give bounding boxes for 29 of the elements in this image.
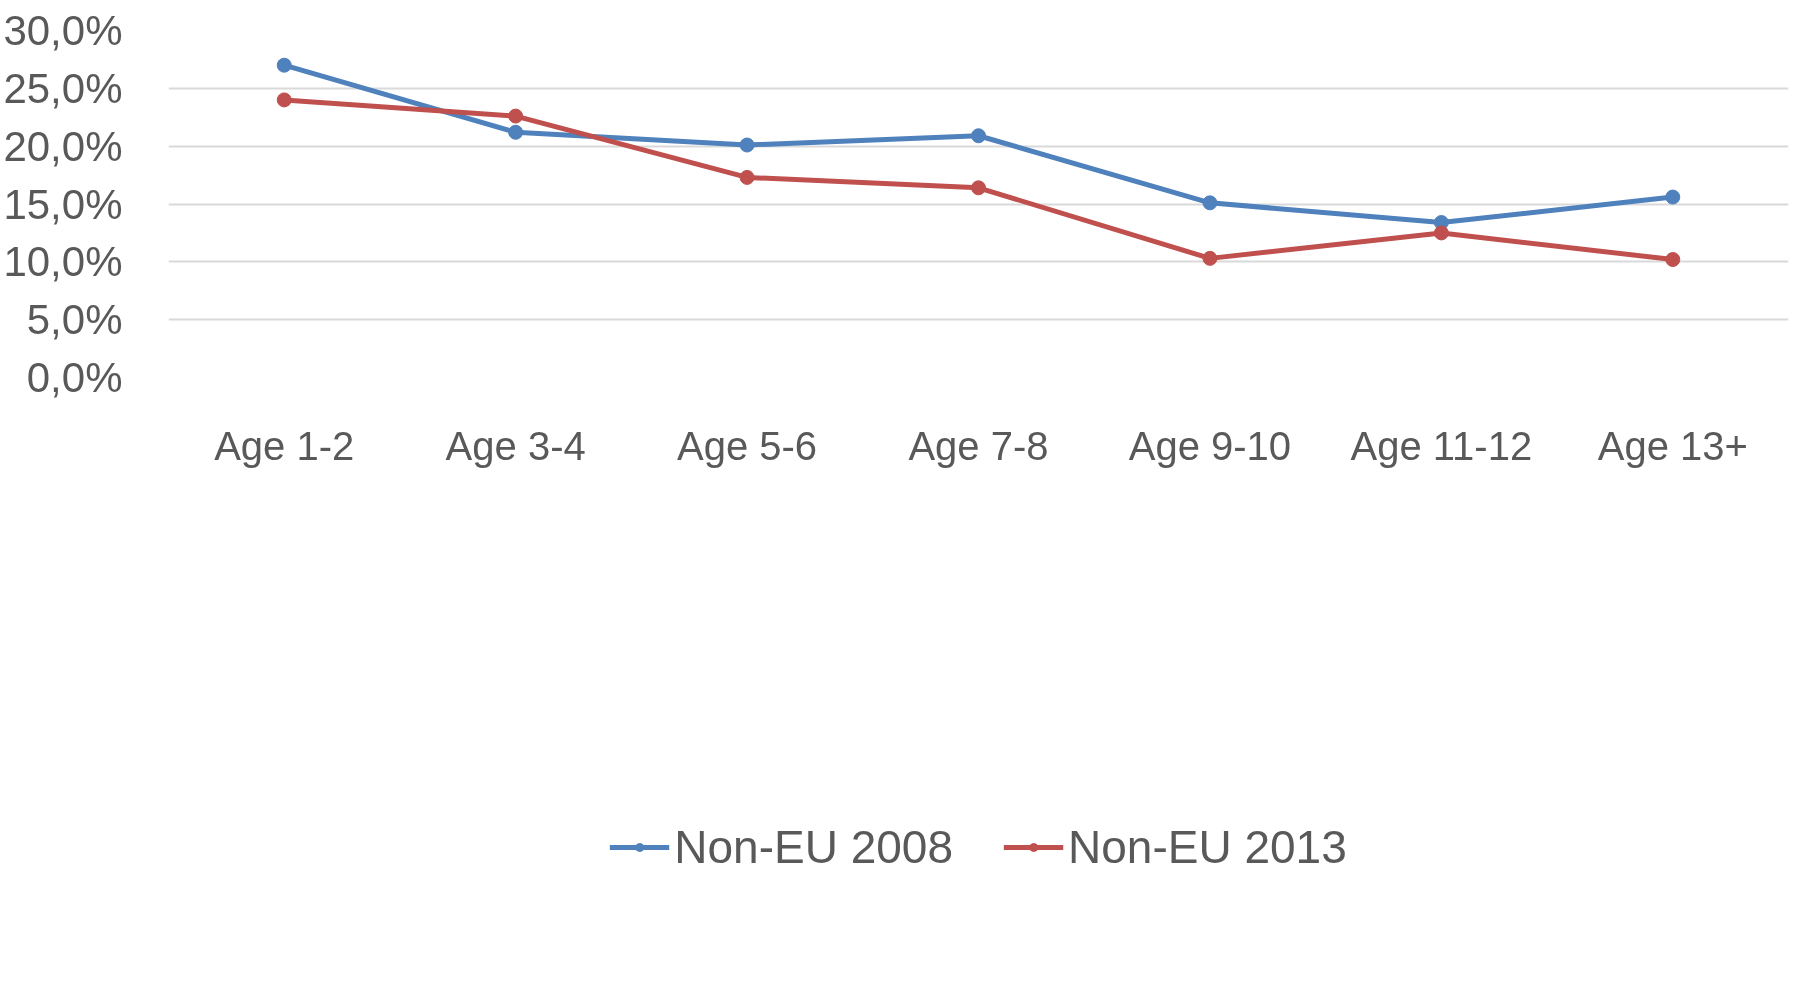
x-tick-label: Age 7-8 bbox=[908, 423, 1049, 468]
point bbox=[276, 92, 292, 108]
x-tick-label: Age 9-10 bbox=[1128, 423, 1292, 468]
y-tick-label: 5,0% bbox=[26, 296, 123, 344]
point bbox=[971, 180, 986, 196]
point bbox=[739, 169, 755, 185]
y-tick-label: 30,0% bbox=[3, 7, 123, 54]
x-tick-label: Age 11-12 bbox=[1350, 423, 1533, 468]
point bbox=[1665, 189, 1681, 205]
x-tick-label: Age 5-6 bbox=[677, 423, 818, 468]
point bbox=[1433, 225, 1449, 241]
legend-label: Non-EU 2008 bbox=[674, 819, 953, 874]
point bbox=[1202, 250, 1218, 266]
x-tick-label: Age 13+ bbox=[1597, 423, 1748, 468]
y-tick-label: 10,0% bbox=[3, 238, 123, 286]
x-tick-label: Age 1-2 bbox=[214, 423, 355, 468]
x-tick-label: Age 3-4 bbox=[445, 423, 586, 468]
y-tick-label: 0,0% bbox=[26, 354, 123, 401]
point bbox=[971, 128, 986, 144]
point bbox=[508, 108, 524, 124]
legend-label: Non-EU 2013 bbox=[1068, 819, 1347, 874]
point bbox=[739, 137, 755, 153]
point bbox=[1202, 195, 1218, 211]
point bbox=[508, 124, 524, 140]
point bbox=[276, 57, 292, 73]
y-tick-label: 20,0% bbox=[3, 122, 123, 170]
y-tick-label: 25,0% bbox=[3, 64, 123, 112]
y-tick-label: 15,0% bbox=[3, 180, 123, 228]
point bbox=[1665, 252, 1681, 268]
